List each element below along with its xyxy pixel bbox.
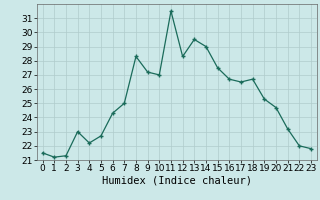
X-axis label: Humidex (Indice chaleur): Humidex (Indice chaleur) bbox=[102, 176, 252, 186]
